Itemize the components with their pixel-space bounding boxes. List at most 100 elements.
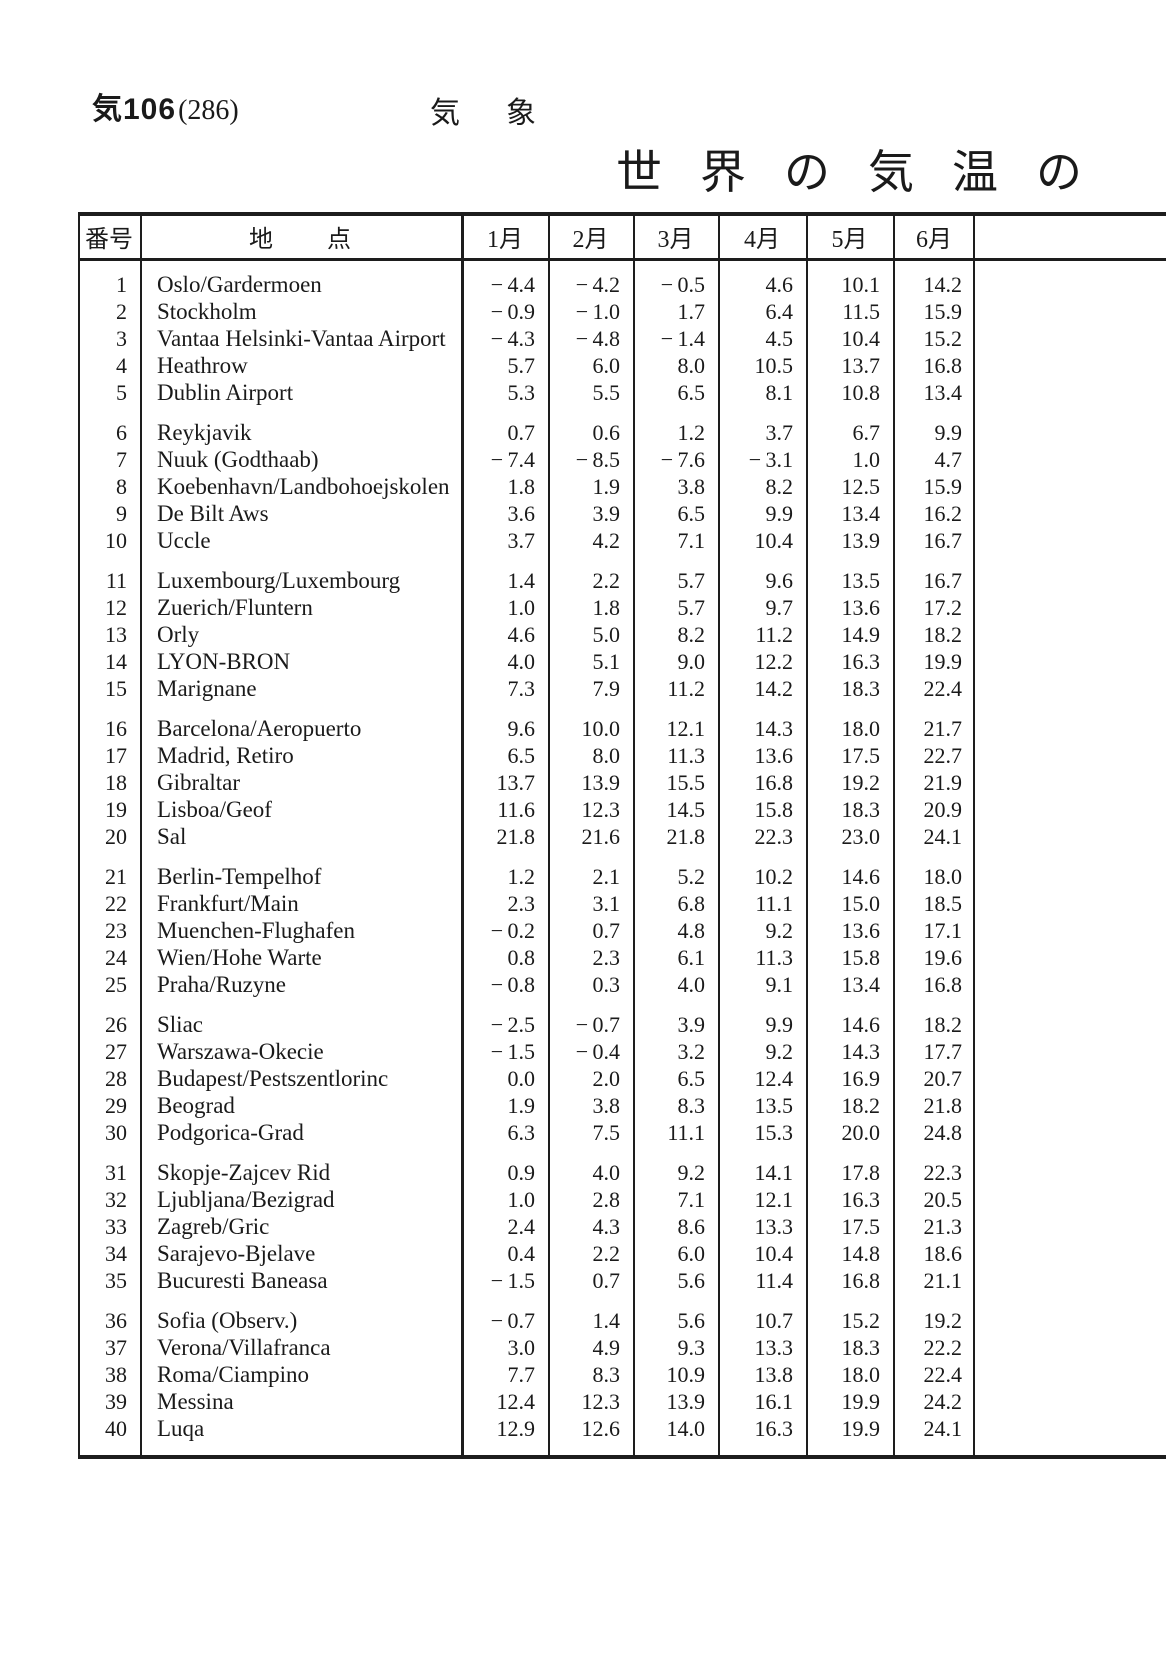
table-vertical-rule xyxy=(548,212,550,1459)
table-row: 40 Luqa 12.9 12.6 14.0 16.3 19.9 24.1 xyxy=(78,1415,975,1442)
location-name: Skopje-Zajcev Rid xyxy=(157,1160,331,1185)
temp-value: 11.5 xyxy=(842,299,880,324)
temp-value: 14.1 xyxy=(754,1160,794,1185)
temp-value: − 1.5 xyxy=(490,1039,535,1064)
temp-value: 16.8 xyxy=(754,770,794,795)
table-row: 17 Madrid, Retiro 6.5 8.0 11.3 13.6 17.5 22.7 xyxy=(78,742,975,769)
temp-value: 19.6 xyxy=(923,945,963,970)
location-name: Budapest/Pestszentlorinc xyxy=(157,1066,389,1091)
row-number: 28 xyxy=(105,1066,127,1091)
temp-value: 20.0 xyxy=(841,1120,881,1145)
temp-value: 7.9 xyxy=(592,676,621,701)
location-name: Warszawa-Okecie xyxy=(157,1039,324,1064)
temp-value: 13.8 xyxy=(754,1362,794,1387)
row-number: 37 xyxy=(105,1335,127,1360)
row-group: 21 Berlin-Tempelhof 1.2 2.1 5.2 10.2 14.6 18.0 2… xyxy=(78,863,975,998)
temp-value: 8.6 xyxy=(677,1214,706,1239)
table-row: 5 Dublin Airport 5.3 5.5 6.5 8.1 10.8 13.4 xyxy=(78,379,975,406)
temp-value: 8.1 xyxy=(765,380,794,405)
temp-value: 6.8 xyxy=(677,891,706,916)
temp-value: 15.9 xyxy=(923,474,963,499)
temp-value: 1.0 xyxy=(507,1187,536,1212)
temp-value: 15.2 xyxy=(841,1308,881,1333)
temp-value: 13.6 xyxy=(754,743,794,768)
temp-value: 9.9 xyxy=(765,1012,794,1037)
temp-value: 22.4 xyxy=(923,676,963,701)
row-number: 33 xyxy=(105,1214,127,1239)
temp-value: 13.3 xyxy=(754,1335,794,1360)
temp-value: 17.8 xyxy=(841,1160,881,1185)
column-header-month: 6月 xyxy=(916,226,952,253)
row-number: 13 xyxy=(105,622,127,647)
temp-value: 18.2 xyxy=(923,622,963,647)
temp-value: 6.5 xyxy=(507,743,536,768)
row-group: 31 Skopje-Zajcev Rid 0.9 4.0 9.2 14.1 17.8 22.3… xyxy=(78,1159,975,1294)
temp-value: 1.2 xyxy=(677,420,706,445)
temp-value: 22.3 xyxy=(923,1160,963,1185)
table-row: 10 Uccle 3.7 4.2 7.1 10.4 13.9 16.7 xyxy=(78,527,975,554)
temp-value: 8.2 xyxy=(765,474,794,499)
location-name: Vantaa Helsinki-Vantaa Airport xyxy=(157,326,446,351)
table-row: 3 Vantaa Helsinki-Vantaa Airport − 4.3 − 4.… xyxy=(78,325,975,352)
temp-value: 11.3 xyxy=(667,743,705,768)
temp-value: − 0.5 xyxy=(660,272,705,297)
row-number: 12 xyxy=(105,595,127,620)
page-title: 世界の気温の xyxy=(616,147,1120,198)
location-name: Sal xyxy=(157,824,187,849)
temp-value: 14.6 xyxy=(841,864,881,889)
column-header-month: 1月 xyxy=(487,226,523,253)
temp-value: 5.3 xyxy=(507,380,536,405)
table-row: 19 Lisboa/Geof 11.6 12.3 14.5 15.8 18.3 20.9 xyxy=(78,796,975,823)
temp-value: 13.7 xyxy=(496,770,536,795)
temp-value: 13.4 xyxy=(923,380,963,405)
temp-value: 10.4 xyxy=(754,1241,794,1266)
temp-value: 21.8 xyxy=(923,1093,963,1118)
table-vertical-rule xyxy=(78,212,80,1459)
row-number: 22 xyxy=(105,891,127,916)
temp-value: 13.9 xyxy=(581,770,621,795)
temp-value: − 4.8 xyxy=(575,326,620,351)
temp-value: − 1.0 xyxy=(575,299,620,324)
temp-value: 14.3 xyxy=(841,1039,881,1064)
temp-value: 2.0 xyxy=(592,1066,621,1091)
location-name: Zuerich/Fluntern xyxy=(157,595,313,620)
temp-value: 13.9 xyxy=(841,528,881,553)
temp-value: 6.0 xyxy=(677,1241,706,1266)
row-number: 15 xyxy=(105,676,127,701)
temp-value: 14.2 xyxy=(754,676,794,701)
temp-value: 21.8 xyxy=(496,824,536,849)
location-name: Messina xyxy=(157,1389,234,1414)
temp-value: 18.2 xyxy=(841,1093,881,1118)
location-name: Heathrow xyxy=(157,353,248,378)
temp-value: − 1.4 xyxy=(660,326,705,351)
temp-value: − 4.3 xyxy=(490,326,535,351)
temp-value: − 2.5 xyxy=(490,1012,535,1037)
temp-value: 6.1 xyxy=(677,945,706,970)
table-vertical-rule xyxy=(973,212,975,1459)
table-row: 36 Sofia (Observ.) − 0.7 1.4 5.6 10.7 15.2 19.2 xyxy=(78,1307,975,1334)
location-name: Koebenhavn/Landbohoejskolen xyxy=(157,474,450,499)
row-number: 24 xyxy=(105,945,127,970)
temp-value: 2.2 xyxy=(592,568,621,593)
temp-value: 9.0 xyxy=(677,649,706,674)
temp-value: 10.8 xyxy=(841,380,881,405)
temp-value: 18.0 xyxy=(841,716,881,741)
table-vertical-rule xyxy=(140,212,142,1459)
location-name: Barcelona/Aeropuerto xyxy=(157,716,362,741)
temp-value: 10.9 xyxy=(666,1362,706,1387)
table-row: 26 Sliac − 2.5 − 0.7 3.9 9.9 14.6 18.2 xyxy=(78,1011,975,1038)
location-name: Praha/Ruzyne xyxy=(157,972,287,997)
row-number: 6 xyxy=(116,420,127,445)
temp-value: 4.5 xyxy=(765,326,794,351)
temp-value: 4.6 xyxy=(765,272,794,297)
location-name: Wien/Hohe Warte xyxy=(157,945,322,970)
temp-value: 20.9 xyxy=(923,797,963,822)
location-name: Verona/Villafranca xyxy=(157,1335,331,1360)
temp-value: 5.7 xyxy=(677,595,706,620)
temp-value: − 7.6 xyxy=(660,447,705,472)
temp-value: 0.7 xyxy=(507,420,536,445)
document-code: 気106 xyxy=(92,93,177,126)
temp-value: − 0.7 xyxy=(575,1012,620,1037)
location-name: Stockholm xyxy=(157,299,257,324)
